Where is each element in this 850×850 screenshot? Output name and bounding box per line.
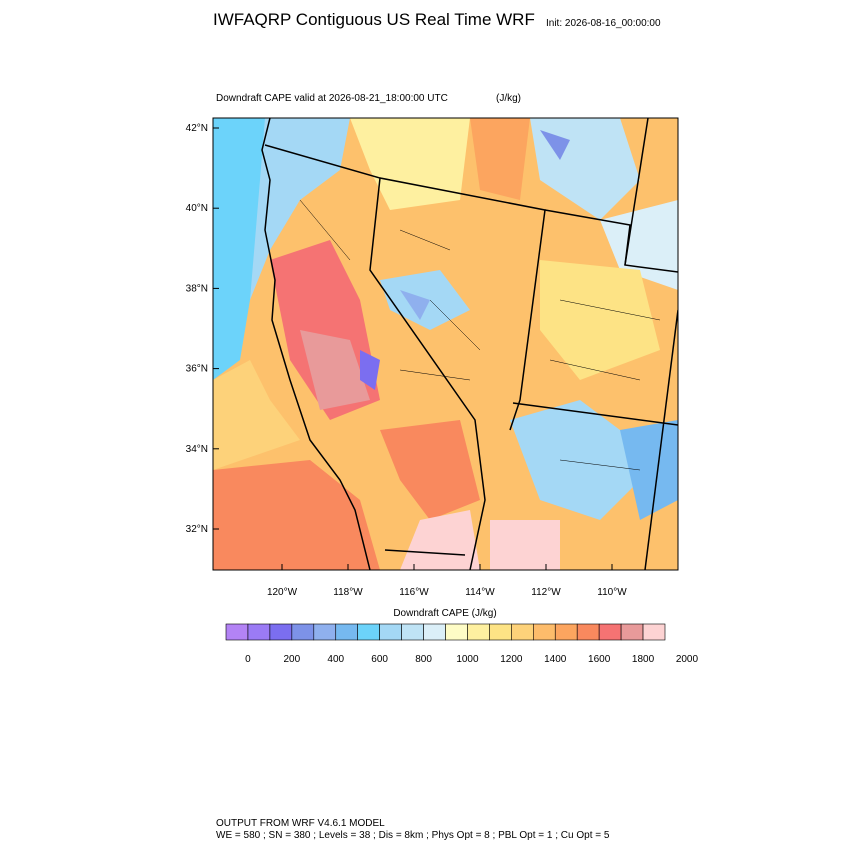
lat-label: 34°N	[186, 444, 208, 455]
colorbar-box	[620, 623, 644, 641]
colorbar-box	[467, 623, 490, 641]
colorbar-title: Downdraft CAPE (J/kg)	[393, 608, 496, 619]
lat-label: 40°N	[186, 203, 208, 214]
colorbar-box	[445, 623, 468, 641]
colorbar: 0 200 400 600 800 1000 1200 1400 1600 1800 2000	[225, 623, 699, 665]
lon-label: 118°W	[333, 587, 363, 598]
lon-label: 110°W	[597, 587, 627, 598]
init: Init: 2026-08-16_00:00:00	[546, 18, 661, 29]
colorbar-box	[554, 623, 578, 641]
lat-label: 42°N	[186, 123, 208, 134]
colorbar-box	[532, 623, 556, 641]
lat-label: 36°N	[186, 364, 208, 375]
lat-label: 32°N	[186, 524, 208, 535]
lon-label: 112°W	[531, 587, 561, 598]
colorbar-box	[291, 623, 315, 641]
colorbar-box	[313, 623, 337, 641]
units: (J/kg)	[496, 93, 521, 104]
colorbar-label: 1400	[544, 654, 567, 665]
lon-label: 114°W	[465, 587, 495, 598]
axes: 42°N 40°N 38°N 36°N 34°N 32°N 120°W 118°W 116°W 1…	[186, 123, 628, 598]
colorbar-label: 400	[327, 654, 344, 665]
colorbar-label: 1000	[456, 654, 479, 665]
map-frame	[212, 117, 679, 571]
lon-label: 116°W	[399, 587, 429, 598]
boundaries	[261, 118, 678, 570]
colorbar-box	[511, 623, 534, 641]
colorbar-label: 1600	[588, 654, 611, 665]
footer-line: WE = 580 ; SN = 380 ; Levels = 38 ; Dis …	[216, 830, 610, 841]
colorbar-label: 2000	[676, 654, 699, 665]
colorbar-box	[576, 623, 600, 641]
colorbar-box	[225, 623, 249, 641]
colorbar-box	[379, 623, 402, 641]
colorbar-box	[489, 623, 512, 641]
colorbar-box	[401, 623, 424, 641]
map-field	[213, 118, 678, 570]
colorbar-box	[247, 623, 271, 641]
footer-line: OUTPUT FROM WRF V4.6.1 MODEL	[216, 818, 385, 829]
colorbar-box	[642, 623, 666, 641]
colorbar-box	[598, 623, 622, 641]
colorbar-label: 600	[371, 654, 388, 665]
title: IWFAQRP Contiguous US Real Time WRF	[213, 10, 535, 29]
lon-label: 120°W	[267, 587, 298, 598]
lat-label: 38°N	[186, 283, 208, 294]
colorbar-label: 200	[284, 654, 301, 665]
colorbar-box	[269, 623, 293, 641]
colorbar-box	[335, 623, 359, 641]
colorbar-box	[423, 623, 446, 641]
colorbar-label: 1200	[500, 654, 523, 665]
colorbar-label: 0	[245, 654, 251, 665]
subtitle: Downdraft CAPE valid at 2026-08-21_18:00…	[216, 93, 448, 104]
colorbar-box	[357, 623, 380, 641]
colorbar-label: 800	[415, 654, 432, 665]
colorbar-label: 1800	[632, 654, 655, 665]
